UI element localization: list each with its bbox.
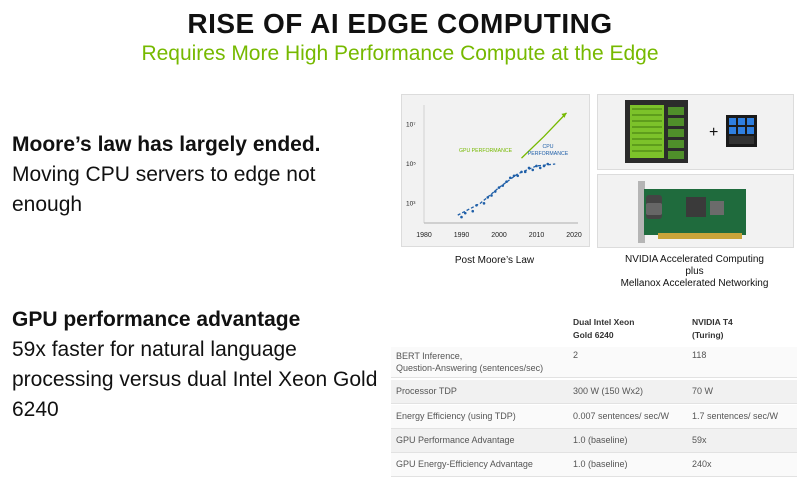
x-tick-label: 2000 xyxy=(491,232,507,239)
row-label-line-1: BERT Inference, xyxy=(396,351,463,361)
table-row: GPU Performance Advantage 1.0 (baseline)… xyxy=(391,429,797,453)
gpu-advantage-body: 59x faster for natural language processi… xyxy=(12,338,378,421)
y-tick-label: 10⁷ xyxy=(406,122,416,129)
gpu-chip-icon: + xyxy=(625,100,757,163)
cpu-data-point xyxy=(471,209,475,213)
col-header-xeon-line-1: Dual Intel Xeon xyxy=(573,317,635,327)
caption-line-3: Mellanox Accelerated Networking xyxy=(620,278,769,289)
moores-law-heading: Moore’s law has largely ended. xyxy=(12,133,321,156)
y-tick-label: 10³ xyxy=(406,200,416,207)
x-tick-label: 2020 xyxy=(566,232,582,239)
y-tick-label: 10⁵ xyxy=(406,161,416,168)
x-tick-label: 1990 xyxy=(454,232,470,239)
row-label: GPU Performance Advantage xyxy=(396,435,515,445)
table-row: GPU Energy-Efficiency Advantage 1.0 (bas… xyxy=(391,453,797,477)
col-header-xeon-line-2: Gold 6240 xyxy=(573,330,614,340)
row-label: Energy Efficiency (using TDP) xyxy=(396,411,516,421)
moores-law-chart: 1980 1990 2000 2010 2020 10³ 10⁵ 10⁷ GPU PERFORM… xyxy=(406,105,582,239)
table-row: Processor TDP 300 W (150 Wx2) 70 W xyxy=(391,380,797,404)
row-label: BERT Inference, Question-Answering (sent… xyxy=(396,350,543,374)
cpu-series-label-line-1: CPU xyxy=(543,144,554,150)
slide-title: RISE OF AI EDGE COMPUTING xyxy=(187,8,613,39)
xeon-value: 0.007 sentences/ sec/W xyxy=(573,411,670,421)
network-card-icon xyxy=(638,181,746,243)
cpu-data-point xyxy=(516,174,520,178)
table-row: BERT Inference, Question-Answering (sent… xyxy=(391,347,797,378)
caption-line-1: NVIDIA Accelerated Computing xyxy=(625,254,764,265)
moores-law-block: Moore’s law has largely ended. Moving CP… xyxy=(12,130,372,220)
col-header-t4-line-1: NVIDIA T4 xyxy=(692,317,733,327)
slide-subtitle: Requires More High Performance Compute a… xyxy=(141,42,659,65)
images-caption: NVIDIA Accelerated Computing plus Mellan… xyxy=(597,254,792,290)
xeon-value: 2 xyxy=(573,350,579,360)
gpu-line-arrowhead xyxy=(561,112,567,118)
cpu-data-point xyxy=(531,168,535,172)
t4-value: 1.7 sentences/ sec/W xyxy=(692,411,779,421)
caption-line-2: plus xyxy=(685,266,704,277)
gpu-advantage-block: GPU performance advantage 59x faster for… xyxy=(12,305,382,425)
gpu-advantage-heading: GPU performance advantage xyxy=(12,308,301,331)
network-card-image-panel xyxy=(597,174,794,248)
cpu-data-point xyxy=(482,202,486,205)
gpu-chip-image-panel: + xyxy=(597,94,794,170)
cpu-data-point xyxy=(463,211,467,215)
x-tick-label: 2010 xyxy=(529,232,545,239)
cpu-data-point xyxy=(460,215,463,219)
gpu-performance-line xyxy=(521,112,567,159)
chart-caption: Post Moore’s Law xyxy=(454,255,535,266)
cpu-data-point xyxy=(501,184,505,187)
col-header-t4-line-2: (Turing) xyxy=(692,330,724,340)
cpu-performance-line xyxy=(457,163,556,216)
gpu-series-label: GPU PERFORMANCE xyxy=(459,148,513,154)
table-row: Energy Efficiency (using TDP) 0.007 sent… xyxy=(391,405,797,429)
t4-value: 240x xyxy=(692,459,712,469)
moores-law-chart-panel: 1980 1990 2000 2010 2020 10³ 10⁵ 10⁷ GPU PERFORM… xyxy=(401,94,590,247)
t4-value: 70 W xyxy=(692,386,714,396)
xeon-value: 1.0 (baseline) xyxy=(573,459,628,469)
x-tick-label: 1980 xyxy=(416,232,432,239)
t4-value: 118 xyxy=(692,350,707,360)
xeon-value: 300 W (150 Wx2) xyxy=(573,386,644,396)
xeon-value: 1.0 (baseline) xyxy=(573,435,628,445)
row-label: GPU Energy-Efficiency Advantage xyxy=(396,459,533,469)
col-header-t4: NVIDIA T4 (Turing) xyxy=(692,316,733,342)
cpu-data-point xyxy=(508,176,512,180)
cpu-data-point xyxy=(538,166,542,170)
cpu-data-point xyxy=(512,174,516,178)
row-label: Processor TDP xyxy=(396,386,457,396)
cpu-data-point xyxy=(490,194,493,197)
col-header-xeon: Dual Intel Xeon Gold 6240 xyxy=(573,316,634,342)
t4-value: 59x xyxy=(692,435,707,445)
cpu-series-label-line-2: PERFORMANCE xyxy=(528,151,569,157)
plus-sign: + xyxy=(709,124,718,141)
moores-law-body: Moving CPU servers to edge not enough xyxy=(12,163,316,216)
row-label-line-2: Question-Answering (sentences/sec) xyxy=(396,363,544,373)
